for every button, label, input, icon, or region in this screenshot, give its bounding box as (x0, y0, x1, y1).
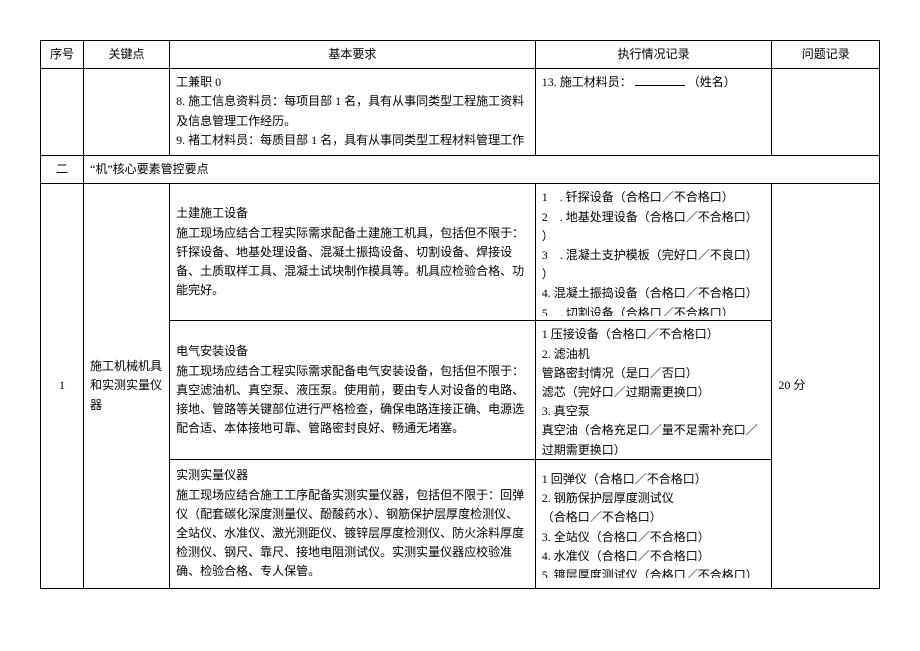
section-2-seq: 二 (41, 156, 84, 184)
row1-issue: 20 分 (772, 184, 880, 588)
header-req: 基本要求 (170, 41, 536, 69)
header-row: 序号 关键点 基本要求 执行情况记录 问题记录 (41, 41, 880, 69)
row-1-a: 1 施工机械机具和实测实量仪器 土建施工设备 施工现场应结合工程实际需求配备土建… (41, 184, 880, 321)
row1-req-1: 电气安装设备 施工现场应结合工程实际需求配备电气安装设备，包括但不限于：真空滤油… (170, 321, 536, 460)
row1-seq: 1 (41, 184, 84, 588)
row1-g0-body: 施工现场应结合工程实际需求配备土建施工机具，包括但不限于：钎探设备、地基处理设备… (176, 224, 529, 301)
row1-req-0: 土建施工设备 施工现场应结合工程实际需求配备土建施工机具，包括但不限于：钎探设备… (170, 184, 536, 321)
prev-req-c: 9. 褚工材料员：每质目部 1 名，具有从事同类型工程材料管理工作经历 (176, 131, 529, 151)
header-seq: 序号 (41, 41, 84, 69)
row1-g1-rec: 1 压接设备（合格口／不合格口） 2. 滤油机 管路密封情况（是口／否口） 滤芯… (542, 325, 766, 455)
prev-req-a: 工兼职 0 (176, 73, 529, 92)
prev-rec-suffix: （姓名） (688, 75, 736, 89)
row1-rec-0: 1 . 钎探设备（合格口／不合格口） 2 . 地基处理设备（合格口／不合格口） … (535, 184, 772, 321)
row1-req-2: 实测实量仪器 施工现场应结合施工工序配备实测实量仪器，包括但不限于：回弹仪（配套… (170, 460, 536, 588)
row1-g1-body: 施工现场应结合工程实际需求配备电气安装设备，包括但不限于：真空滤油机、真空泵、液… (176, 362, 529, 439)
row1-g2-rec: 1 回弹仪（合格口／不合格口） 2. 钢筋保护层厚度测试仪 （合格口／不合格口）… (542, 470, 766, 578)
row1-rec-2: 1 回弹仪（合格口／不合格口） 2. 钢筋保护层厚度测试仪 （合格口／不合格口）… (535, 460, 772, 588)
prev-issue (772, 69, 880, 156)
row1-g0-rec: 1 . 钎探设备（合格口／不合格口） 2 . 地基处理设备（合格口／不合格口） … (542, 188, 766, 316)
row1-g0-title: 土建施工设备 (176, 204, 529, 223)
prev-req-b: 8. 施工信息资料员：每项目部 1 名，具有从事同类型工程施工资料及信息管理工作… (176, 92, 529, 130)
row1-g2-title: 实测实量仪器 (176, 466, 529, 485)
prev-req: 工兼职 0 8. 施工信息资料员：每项目部 1 名，具有从事同类型工程施工资料及… (170, 69, 536, 156)
section-2-row: 二 “机”核心要素管控要点 (41, 156, 880, 184)
row1-g2-body: 施工现场应结合施工工序配备实测实量仪器，包括但不限于：回弹仪（配套碳化深度测量仪… (176, 486, 529, 582)
row1-key: 施工机械机具和实测实量仪器 (84, 184, 170, 588)
prev-rec-label: 13. 施工材料员： (542, 75, 632, 89)
row-prev: 工兼职 0 8. 施工信息资料员：每项目部 1 名，具有从事同类型工程施工资料及… (41, 69, 880, 156)
prev-key (84, 69, 170, 156)
main-table: 序号 关键点 基本要求 执行情况记录 问题记录 工兼职 0 8. 施工信息资料员… (40, 40, 880, 589)
header-key: 关键点 (84, 41, 170, 69)
prev-rec: 13. 施工材料员： （姓名） (535, 69, 772, 156)
prev-seq (41, 69, 84, 156)
header-rec: 执行情况记录 (535, 41, 772, 69)
row1-rec-1: 1 压接设备（合格口／不合格口） 2. 滤油机 管路密封情况（是口／否口） 滤芯… (535, 321, 772, 460)
blank-line (635, 74, 685, 86)
row1-g1-title: 电气安装设备 (176, 342, 529, 361)
section-2-title: “机”核心要素管控要点 (84, 156, 880, 184)
header-issue: 问题记录 (772, 41, 880, 69)
